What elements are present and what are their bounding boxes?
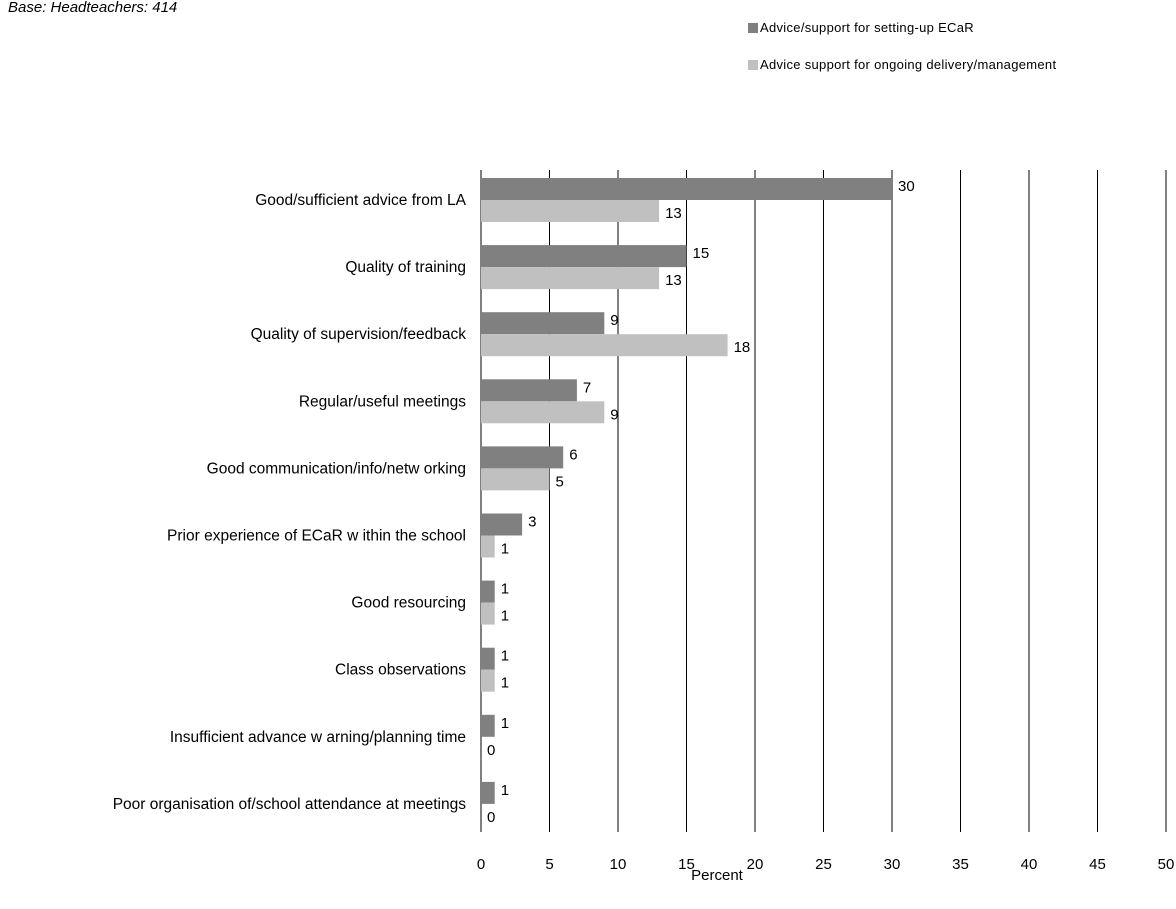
- category-label: Good resourcing: [351, 595, 466, 612]
- category-label: Good/sufficient advice from LA: [255, 192, 466, 209]
- category-label: Regular/useful meetings: [299, 393, 466, 410]
- x-tick-label: 45: [1089, 856, 1106, 873]
- category-label: Insufficient advance w arning/planning t…: [170, 729, 466, 746]
- bar-setup: [481, 513, 523, 536]
- bar-ongoing: [481, 401, 605, 424]
- bars: [481, 178, 892, 804]
- data-label: 9: [610, 312, 618, 329]
- category-label: Poor organisation of/school attendance a…: [113, 796, 467, 813]
- bar-setup: [481, 446, 564, 469]
- bar-ongoing: [481, 535, 495, 558]
- data-label: 1: [501, 715, 509, 732]
- legend-swatch-ongoing: [748, 59, 758, 70]
- data-label: 0: [487, 742, 495, 759]
- legend-swatch-setup: [748, 22, 758, 33]
- data-label: 1: [501, 648, 509, 665]
- legend-item-setup: Advice/support for setting-up ECaR: [748, 20, 974, 35]
- category-label: Class observations: [335, 662, 466, 679]
- data-label: 3: [528, 514, 536, 531]
- data-label: 1: [501, 675, 509, 692]
- bar-setup: [481, 647, 495, 670]
- x-tick-label: 40: [1021, 856, 1038, 873]
- category-label: Prior experience of ECaR w ithin the sch…: [167, 528, 466, 545]
- data-label: 6: [569, 446, 577, 463]
- data-label: 1: [501, 782, 509, 799]
- x-tick-label: 50: [1158, 856, 1175, 873]
- data-label: 1: [501, 541, 509, 558]
- bar-setup: [481, 580, 495, 603]
- category-label: Quality of supervision/feedback: [251, 326, 467, 343]
- data-label: 30: [898, 178, 915, 195]
- data-label: 13: [665, 205, 682, 222]
- bar-setup: [481, 379, 577, 402]
- bar-ongoing: [481, 468, 550, 491]
- grid-lines: [480, 170, 1167, 832]
- base-note: Base: Headteachers: 414: [8, 0, 178, 16]
- data-label: 18: [734, 339, 751, 356]
- bar-ongoing: [481, 200, 660, 222]
- bar-ongoing: [481, 334, 728, 357]
- bar-ongoing: [481, 267, 660, 290]
- x-tick-label: 35: [952, 856, 969, 873]
- legend-label-ongoing: Advice support for ongoing delivery/mana…: [760, 57, 1057, 72]
- bar-setup: [481, 781, 495, 804]
- bar-setup: [481, 245, 687, 268]
- data-label: 0: [487, 809, 495, 826]
- legend-item-ongoing: Advice support for ongoing delivery/mana…: [748, 57, 1056, 72]
- bar-setup: [481, 714, 495, 737]
- x-axis-label: Percent: [691, 867, 744, 884]
- category-label: Quality of training: [345, 259, 466, 276]
- data-label: 15: [693, 245, 710, 262]
- bar-ongoing: [481, 669, 495, 692]
- x-tick-label: 0: [477, 856, 485, 873]
- legend-label-setup: Advice/support for setting-up ECaR: [760, 20, 974, 35]
- data-label: 1: [501, 581, 509, 598]
- data-label: 5: [556, 473, 564, 490]
- x-tick-label: 5: [545, 856, 553, 873]
- x-axis-ticks: 0 5 10 15 20 25 30 35 40 45 50: [477, 856, 1175, 873]
- x-tick-label: 30: [884, 856, 901, 873]
- bar-setup: [481, 178, 892, 200]
- x-tick-label: 15: [678, 856, 695, 873]
- data-label: 1: [501, 608, 509, 625]
- bar-setup: [481, 312, 605, 335]
- data-label: 7: [583, 379, 591, 396]
- category-label: Good communication/info/netw orking: [207, 460, 466, 477]
- x-tick-label: 25: [815, 856, 832, 873]
- bar-ongoing: [481, 602, 495, 625]
- category-labels: Good/sufficient advice from LA Quality of…: [113, 192, 467, 813]
- data-label: 9: [610, 406, 618, 423]
- x-tick-label: 10: [610, 856, 627, 873]
- data-label: 13: [665, 272, 682, 289]
- x-tick-label: 20: [747, 856, 764, 873]
